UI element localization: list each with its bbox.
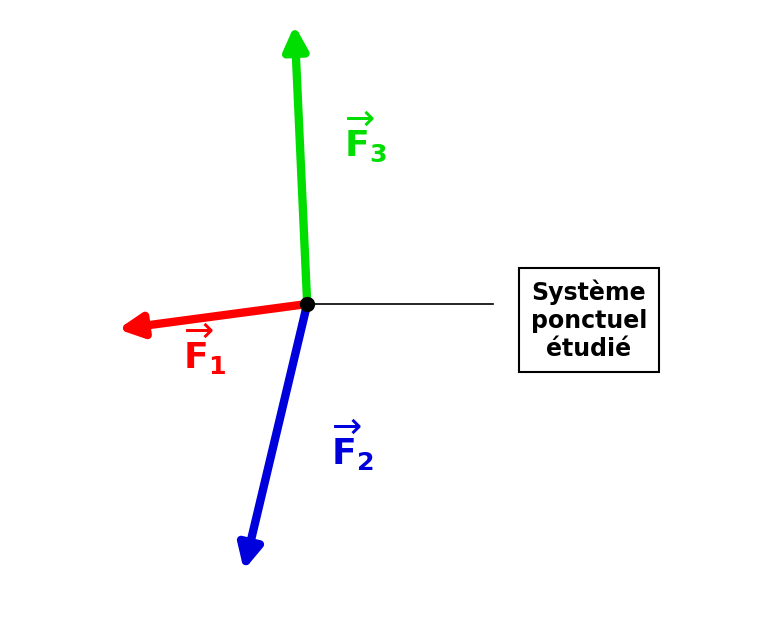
Text: Système
ponctuel
étudié: Système ponctuel étudié	[531, 280, 647, 360]
Point	[301, 299, 313, 309]
Text: $\overrightarrow{\mathbf{F}}_{\mathbf{1}}$: $\overrightarrow{\mathbf{F}}_{\mathbf{1}…	[184, 321, 227, 377]
Text: $\overrightarrow{\mathbf{F}}_{\mathbf{2}}$: $\overrightarrow{\mathbf{F}}_{\mathbf{2}…	[331, 417, 373, 473]
Text: $\overrightarrow{\mathbf{F}}_{\mathbf{3}}$: $\overrightarrow{\mathbf{F}}_{\mathbf{3}…	[343, 110, 386, 165]
